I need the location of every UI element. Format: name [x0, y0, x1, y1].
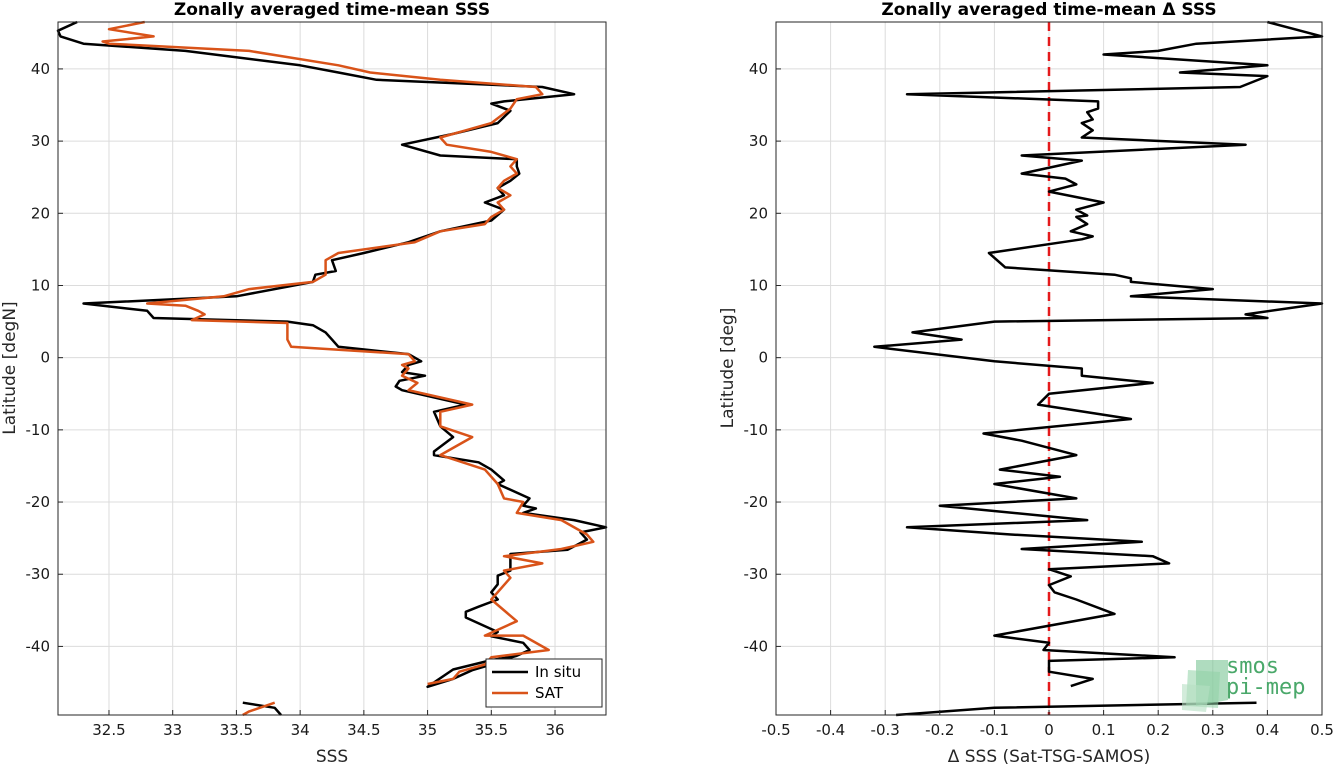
smos-logo-text: smos pi-mep — [1226, 654, 1306, 700]
x-tick-label: 0 — [1044, 721, 1054, 739]
x-tick-label: 36 — [545, 721, 564, 739]
x-axis-label-right: Δ SSS (Sat-TSG-SAMOS) — [948, 747, 1151, 765]
chart-title-right: Zonally averaged time-mean Δ SSS — [881, 0, 1216, 20]
x-axis-label-left: SSS — [316, 747, 348, 765]
y-tick-label: 20 — [31, 204, 50, 222]
series-line-right-0 — [873, 20, 1324, 688]
x-tick-label: 33.5 — [220, 721, 253, 739]
y-tick-label: 30 — [31, 132, 50, 150]
x-tick-label: 34.5 — [347, 721, 380, 739]
y-tick-label: -30 — [26, 565, 51, 583]
series-lines-left — [56, 20, 608, 717]
x-tick-label: 34 — [291, 721, 310, 739]
x-tick-label: -0.2 — [925, 721, 954, 739]
x-ticks-right: -0.5 -0.4 -0.3 -0.2 -0.1 0 0.1 0.2 0.3 0.4 0.5 — [761, 710, 1333, 739]
legend-box — [485, 658, 603, 708]
x-tick-label: 0.1 — [1092, 721, 1116, 739]
y-tick-label: -20 — [744, 493, 769, 511]
y-tick-label: 10 — [749, 276, 768, 294]
series-line-in-situ — [56, 20, 608, 689]
x-tick-label: 35 — [418, 721, 437, 739]
y-tick-label: 0 — [40, 349, 50, 367]
x-tick-label: 33 — [163, 721, 182, 739]
panel-delta-sss: -0.5 -0.4 -0.3 -0.2 -0.1 0 0.1 0.2 0.3 0.4 0.5 -40… — [718, 0, 1333, 765]
grid-right — [775, 22, 1323, 715]
y-tick-label: 20 — [749, 204, 768, 222]
y-tick-label: 0 — [758, 349, 768, 367]
x-tick-label: 0.5 — [1310, 721, 1333, 739]
y-tick-label: -40 — [26, 637, 51, 655]
y-axis-label-left: Latitude [degN] — [0, 301, 20, 434]
y-axis-label-right: Latitude [deg] — [718, 308, 738, 429]
y-tick-label: -40 — [744, 637, 769, 655]
y-tick-label: -10 — [26, 421, 51, 439]
y-tick-label: -30 — [744, 565, 769, 583]
x-tick-label: 0.2 — [1146, 721, 1170, 739]
x-tick-label: -0.3 — [871, 721, 900, 739]
y-tick-label: -10 — [744, 421, 769, 439]
series-lines-right — [873, 20, 1324, 717]
smos-logo-icon — [1182, 660, 1228, 712]
y-tick-label: 40 — [31, 60, 50, 78]
x-tick-label: -0.1 — [980, 721, 1009, 739]
grid-left — [58, 22, 606, 715]
series-line-left-3 — [242, 701, 276, 717]
series-line-left-2 — [242, 701, 282, 716]
y-tick-label: 30 — [749, 132, 768, 150]
x-ticks-left: 32.5 33 33.5 34 34.5 35 35.5 36 — [92, 710, 565, 739]
y-tick-label: 10 — [31, 276, 50, 294]
x-tick-label: 0.3 — [1201, 721, 1225, 739]
panel-sss: 32.5 33 33.5 34 34.5 35 35.5 36 -40 -30 -20 -10 0 10… — [0, 0, 608, 765]
chart-title-left: Zonally averaged time-mean SSS — [174, 0, 490, 20]
legend: In situ SAT — [485, 658, 603, 708]
x-tick-label: -0.4 — [816, 721, 845, 739]
logo-line2: pi-mep — [1226, 675, 1306, 700]
y-ticks-left: -40 -30 -20 -10 0 10 20 30 40 — [26, 60, 63, 655]
x-tick-label: 0.4 — [1255, 721, 1279, 739]
legend-label-insitu: In situ — [535, 663, 581, 681]
y-ticks-right: -40 -30 -20 -10 0 10 20 30 40 — [744, 60, 781, 655]
logo-line1: smos — [1226, 654, 1279, 679]
series-line-sat — [101, 20, 595, 686]
legend-label-sat: SAT — [535, 684, 564, 702]
x-tick-label: 35.5 — [475, 721, 508, 739]
series-line-right-1 — [896, 701, 1257, 717]
y-tick-label: 40 — [749, 60, 768, 78]
y-tick-label: -20 — [26, 493, 51, 511]
x-tick-label: 32.5 — [92, 721, 125, 739]
x-tick-label: -0.5 — [761, 721, 790, 739]
plot-frame-left — [57, 21, 607, 716]
